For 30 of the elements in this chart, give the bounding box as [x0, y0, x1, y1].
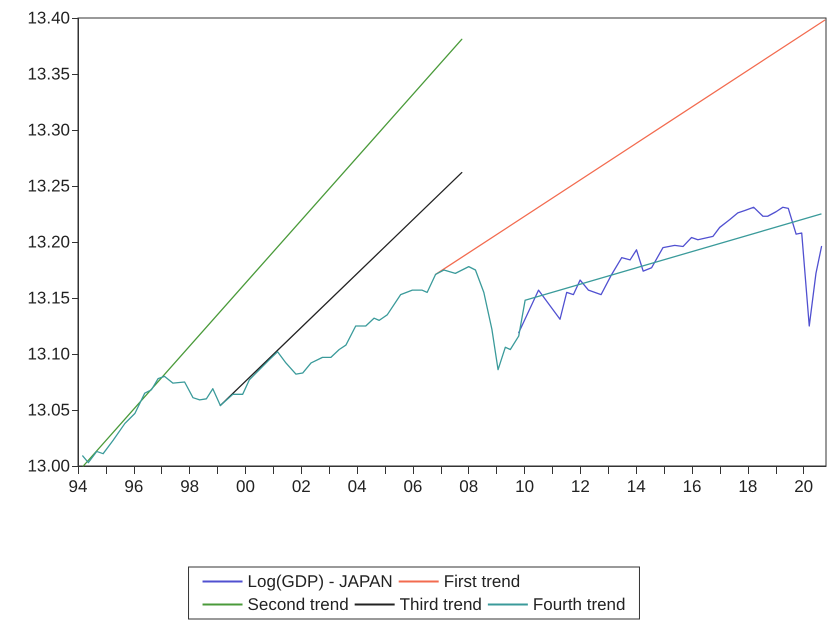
x-tick-label: 10 [515, 477, 534, 496]
x-tick-label: 96 [124, 477, 144, 496]
line-series [518, 206, 822, 334]
x-tick-label: 98 [180, 477, 200, 496]
x-tick-label: 00 [236, 477, 255, 496]
x-tick-label: 14 [626, 477, 646, 496]
legend-label: Log(GDP) - JAPAN [248, 572, 393, 591]
legend-label: Second trend [248, 595, 349, 614]
y-tick-label: 13.00 [27, 456, 70, 476]
x-tick-label: 06 [403, 477, 422, 496]
x-tick-label: 16 [682, 477, 702, 496]
y-tick-label: 13.15 [27, 288, 70, 308]
x-tick-label: 02 [292, 477, 311, 496]
legend-label: Third trend [400, 595, 482, 614]
y-tick-label: 13.05 [27, 400, 70, 420]
y-tick-label: 13.40 [27, 8, 70, 28]
x-tick-label: 04 [348, 477, 367, 496]
x-tick-label: 94 [68, 477, 88, 496]
y-tick-label: 13.20 [27, 232, 70, 252]
x-tick-label: 18 [738, 477, 758, 496]
y-tick-label: 13.10 [27, 344, 70, 364]
x-tick-label: 20 [794, 477, 814, 496]
line-series [82, 213, 822, 464]
legend-label: Fourth trend [532, 595, 626, 614]
x-tick-label: 08 [459, 477, 478, 496]
x-tick-label: 12 [570, 477, 590, 496]
y-tick-label: 13.35 [27, 64, 70, 84]
y-tick-label: 13.25 [27, 176, 70, 196]
legend-label: First trend [444, 572, 520, 591]
y-tick-label: 13.30 [27, 120, 70, 140]
